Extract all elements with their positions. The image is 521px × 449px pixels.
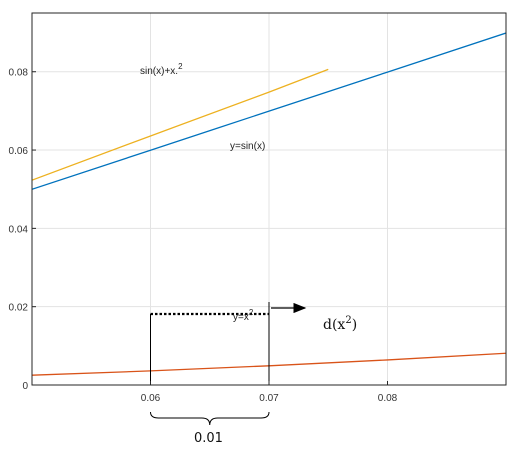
- increment-label: d(x2): [323, 315, 357, 333]
- annotation-layer: [150, 302, 307, 426]
- series-label-sin: y=sin(x): [230, 141, 265, 152]
- y-tick-label: 0: [22, 381, 28, 392]
- bracket-label: 0.01: [194, 431, 223, 446]
- x-tick-label: 0.08: [378, 393, 398, 404]
- series-line-sin: [32, 32, 506, 190]
- y-tick-label: 0.02: [9, 303, 29, 314]
- y-tick-label: 0.06: [9, 146, 29, 157]
- axis-layer: 0.06 0.07 0.08 0 0.02 0.04 0.06 0.08: [9, 68, 398, 404]
- y-tick-label: 0.04: [9, 224, 29, 235]
- y-tick-label: 0.08: [9, 68, 29, 79]
- interval-brace: [150, 411, 270, 426]
- series-label-x2: y=x2: [233, 308, 254, 323]
- series-label-sin-plus-x2: sin(x)+x.2: [140, 62, 183, 77]
- label-layer: sin(x)+x.2 y=sin(x) y=x2 d(x2) 0.01: [140, 62, 357, 446]
- x-tick-label: 0.06: [141, 393, 161, 404]
- series-line-sin-plus-x2: [32, 68, 329, 181]
- x-tick-label: 0.07: [259, 393, 279, 404]
